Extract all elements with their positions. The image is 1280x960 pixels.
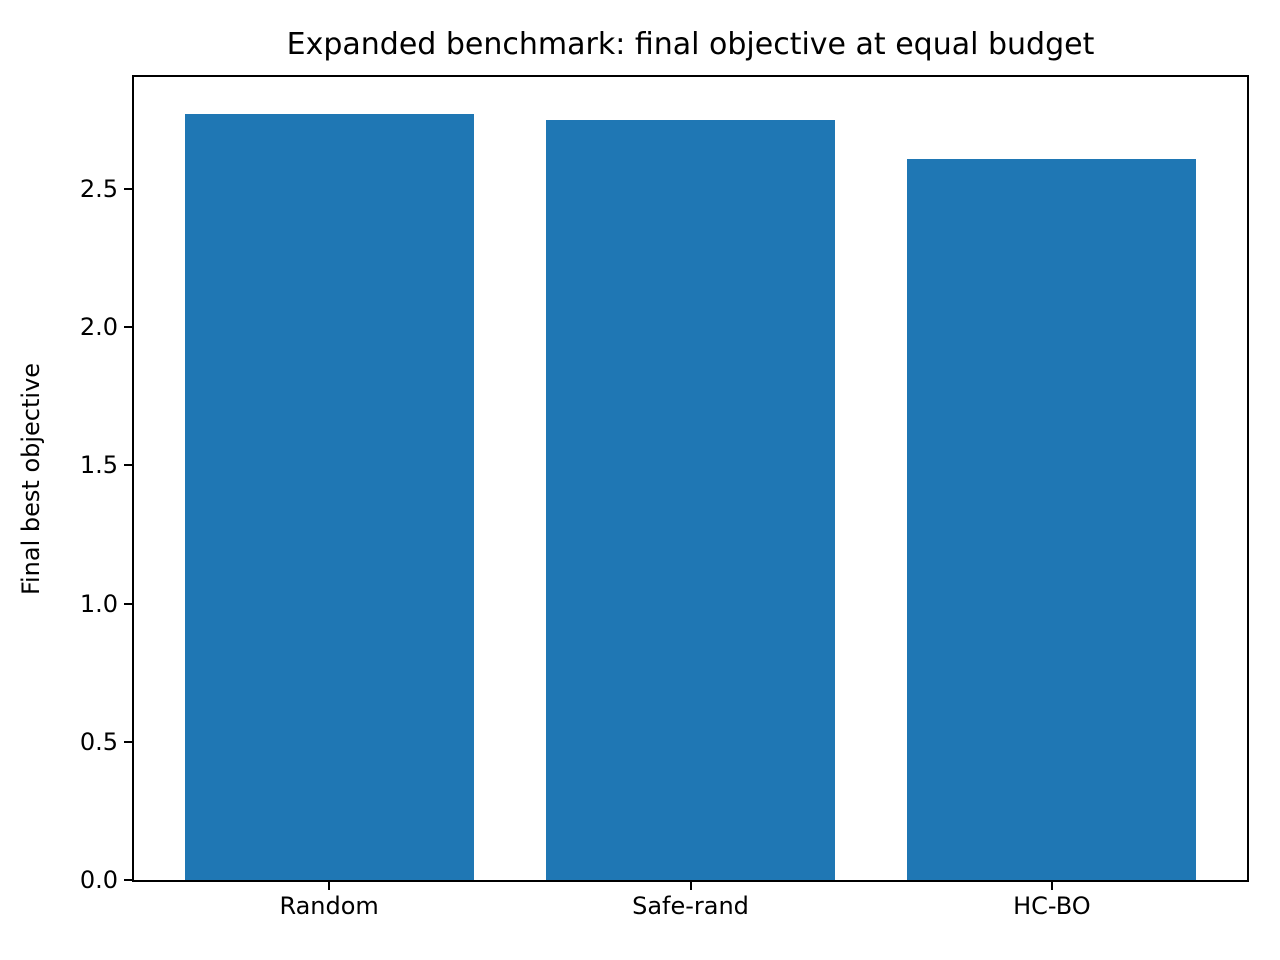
x-tick-label-random: Random bbox=[279, 892, 379, 920]
bar-hc-bo bbox=[907, 158, 1197, 880]
y-tick-mark bbox=[124, 187, 132, 190]
x-tick-mark bbox=[689, 882, 692, 890]
y-tick-label: 0.0 bbox=[79, 866, 118, 894]
x-tick-label-hc-bo: HC-BO bbox=[1013, 892, 1091, 920]
x-tick-mark bbox=[328, 882, 331, 890]
y-tick-label: 2.5 bbox=[79, 174, 118, 203]
y-tick-label: 2.0 bbox=[79, 313, 118, 342]
y-tick-label: 1.0 bbox=[79, 589, 118, 618]
y-tick-mark bbox=[124, 879, 132, 881]
x-tick-mark bbox=[1050, 882, 1053, 890]
y-tick-mark bbox=[124, 326, 132, 329]
x-tick-label-safe-rand: Safe-rand bbox=[632, 892, 749, 920]
y-tick-mark bbox=[124, 740, 132, 743]
plot-area: 0.0 0.5 1.0 1.5 2.0 2.5 Random Safe-rand HC-BO bbox=[80, 75, 1249, 918]
y-tick-label: 0.5 bbox=[79, 727, 118, 756]
y-tick-mark bbox=[124, 464, 132, 467]
y-axis-label-container: Final best objective bbox=[14, 75, 48, 882]
bar-random bbox=[184, 114, 474, 880]
chart-title: Expanded benchmark: final objective at e… bbox=[286, 27, 1095, 62]
y-tick-label: 1.5 bbox=[79, 451, 118, 480]
y-tick-mark bbox=[124, 602, 132, 605]
bar-safe-rand bbox=[545, 119, 836, 880]
y-axis-label: Final best objective bbox=[17, 362, 46, 595]
